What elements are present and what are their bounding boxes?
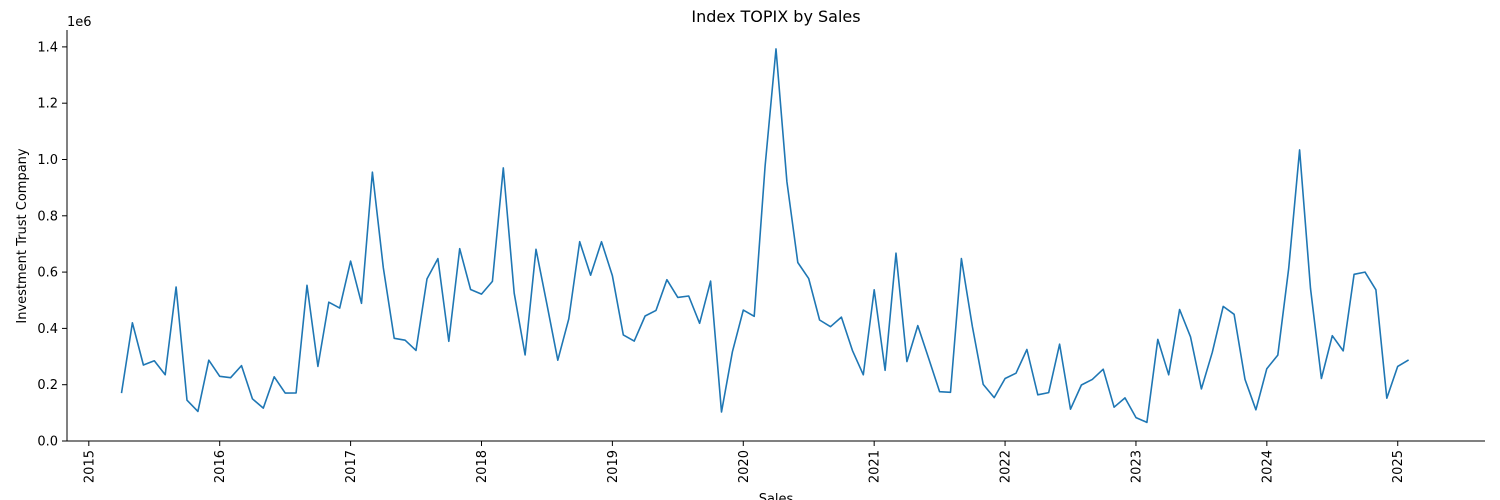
x-tick-label: 2021 — [868, 450, 883, 483]
series-line — [120, 48, 1410, 424]
x-axis-label: Sales — [759, 492, 794, 500]
y-axis-ticks: 0.0 0.2 0.4 0.6 0.8 1.0 1.2 1.4 — [37, 40, 67, 450]
x-tick-label: 2025 — [1391, 450, 1406, 483]
chart-title: Index TOPIX by Sales — [691, 7, 860, 26]
x-tick-label: 2022 — [999, 450, 1014, 483]
y-tick-label: 0.2 — [37, 378, 58, 393]
x-tick-label: 2020 — [737, 450, 752, 483]
y-offset-label: 1e6 — [67, 15, 92, 30]
y-tick-label: 0.4 — [37, 322, 58, 337]
y-tick-label: 0.0 — [37, 435, 58, 450]
x-axis-ticks: 2015 2016 2017 2018 2019 2020 2021 2022 2023 2024… — [82, 441, 1406, 483]
x-tick-label: 2018 — [475, 450, 490, 483]
x-tick-label: 2024 — [1260, 450, 1275, 483]
x-tick-label: 2019 — [606, 450, 621, 483]
x-tick-label: 2015 — [82, 450, 97, 483]
y-tick-label: 0.6 — [37, 266, 58, 281]
x-tick-label: 2017 — [344, 450, 359, 483]
y-tick-label: 0.8 — [37, 209, 58, 224]
y-tick-label: 1.0 — [37, 153, 58, 168]
y-tick-label: 1.4 — [37, 40, 58, 55]
y-tick-label: 1.2 — [37, 97, 58, 112]
y-axis-label: Investment Trust Company — [15, 148, 30, 324]
x-tick-label: 2023 — [1129, 450, 1144, 483]
x-tick-label: 2016 — [213, 450, 228, 483]
